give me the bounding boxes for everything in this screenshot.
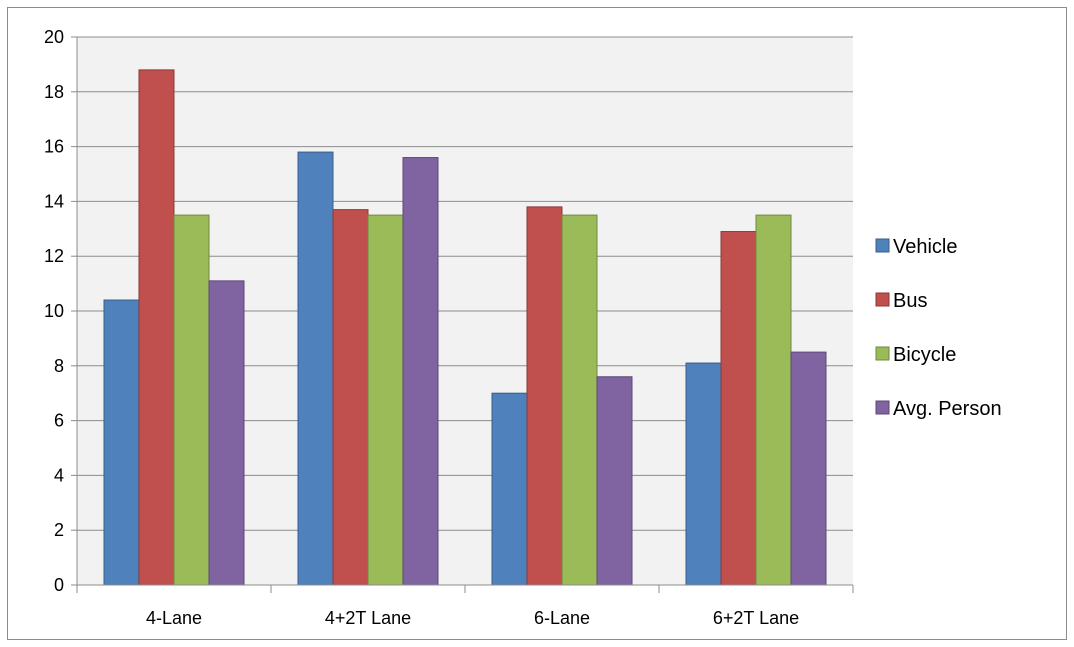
y-tick-label: 20 xyxy=(44,27,64,47)
y-tick-label: 4 xyxy=(54,465,64,485)
bar xyxy=(561,214,598,586)
legend: Vehicle Bus Bicycle Avg. Person xyxy=(875,236,1002,420)
legend-label: Bicycle xyxy=(893,344,956,366)
bar xyxy=(790,351,827,586)
bars xyxy=(103,69,827,586)
bar xyxy=(103,299,140,586)
y-tick-label: 18 xyxy=(44,82,64,102)
bar xyxy=(138,69,175,586)
legend-label: Bus xyxy=(893,290,927,312)
y-tick-label: 6 xyxy=(54,411,64,431)
y-tick-label: 12 xyxy=(44,246,64,266)
x-tick-label: 6-Lane xyxy=(534,608,590,628)
bar xyxy=(720,231,757,586)
bar xyxy=(297,151,334,586)
y-tick-label: 8 xyxy=(54,356,64,376)
x-tick-label: 4-Lane xyxy=(146,608,202,628)
x-tick-label: 4+2T Lane xyxy=(325,608,411,628)
legend-swatch xyxy=(875,346,890,361)
y-tick-label: 2 xyxy=(54,520,64,540)
bar xyxy=(367,214,404,586)
y-tick-label: 16 xyxy=(44,137,64,157)
bar xyxy=(526,206,563,586)
bar xyxy=(491,392,528,586)
bar xyxy=(755,214,792,586)
legend-swatch xyxy=(875,292,890,307)
axes: 0 2 4 6 8 10 12 14 16 18 20 4-Lane 4+2T Lane 6-Lane 6+… xyxy=(44,27,854,628)
bar xyxy=(208,280,245,586)
bar xyxy=(173,214,210,586)
y-tick-label: 0 xyxy=(54,575,64,595)
bar xyxy=(685,362,722,586)
y-tick-label: 10 xyxy=(44,301,64,321)
x-tick-label: 6+2T Lane xyxy=(713,608,799,628)
legend-swatch xyxy=(875,400,890,415)
legend-label: Avg. Person xyxy=(893,398,1002,420)
legend-swatch xyxy=(875,238,890,253)
bar xyxy=(402,157,439,586)
y-tick-label: 14 xyxy=(44,191,64,211)
legend-label: Vehicle xyxy=(893,236,958,258)
bar xyxy=(332,209,369,586)
bar xyxy=(596,376,633,586)
